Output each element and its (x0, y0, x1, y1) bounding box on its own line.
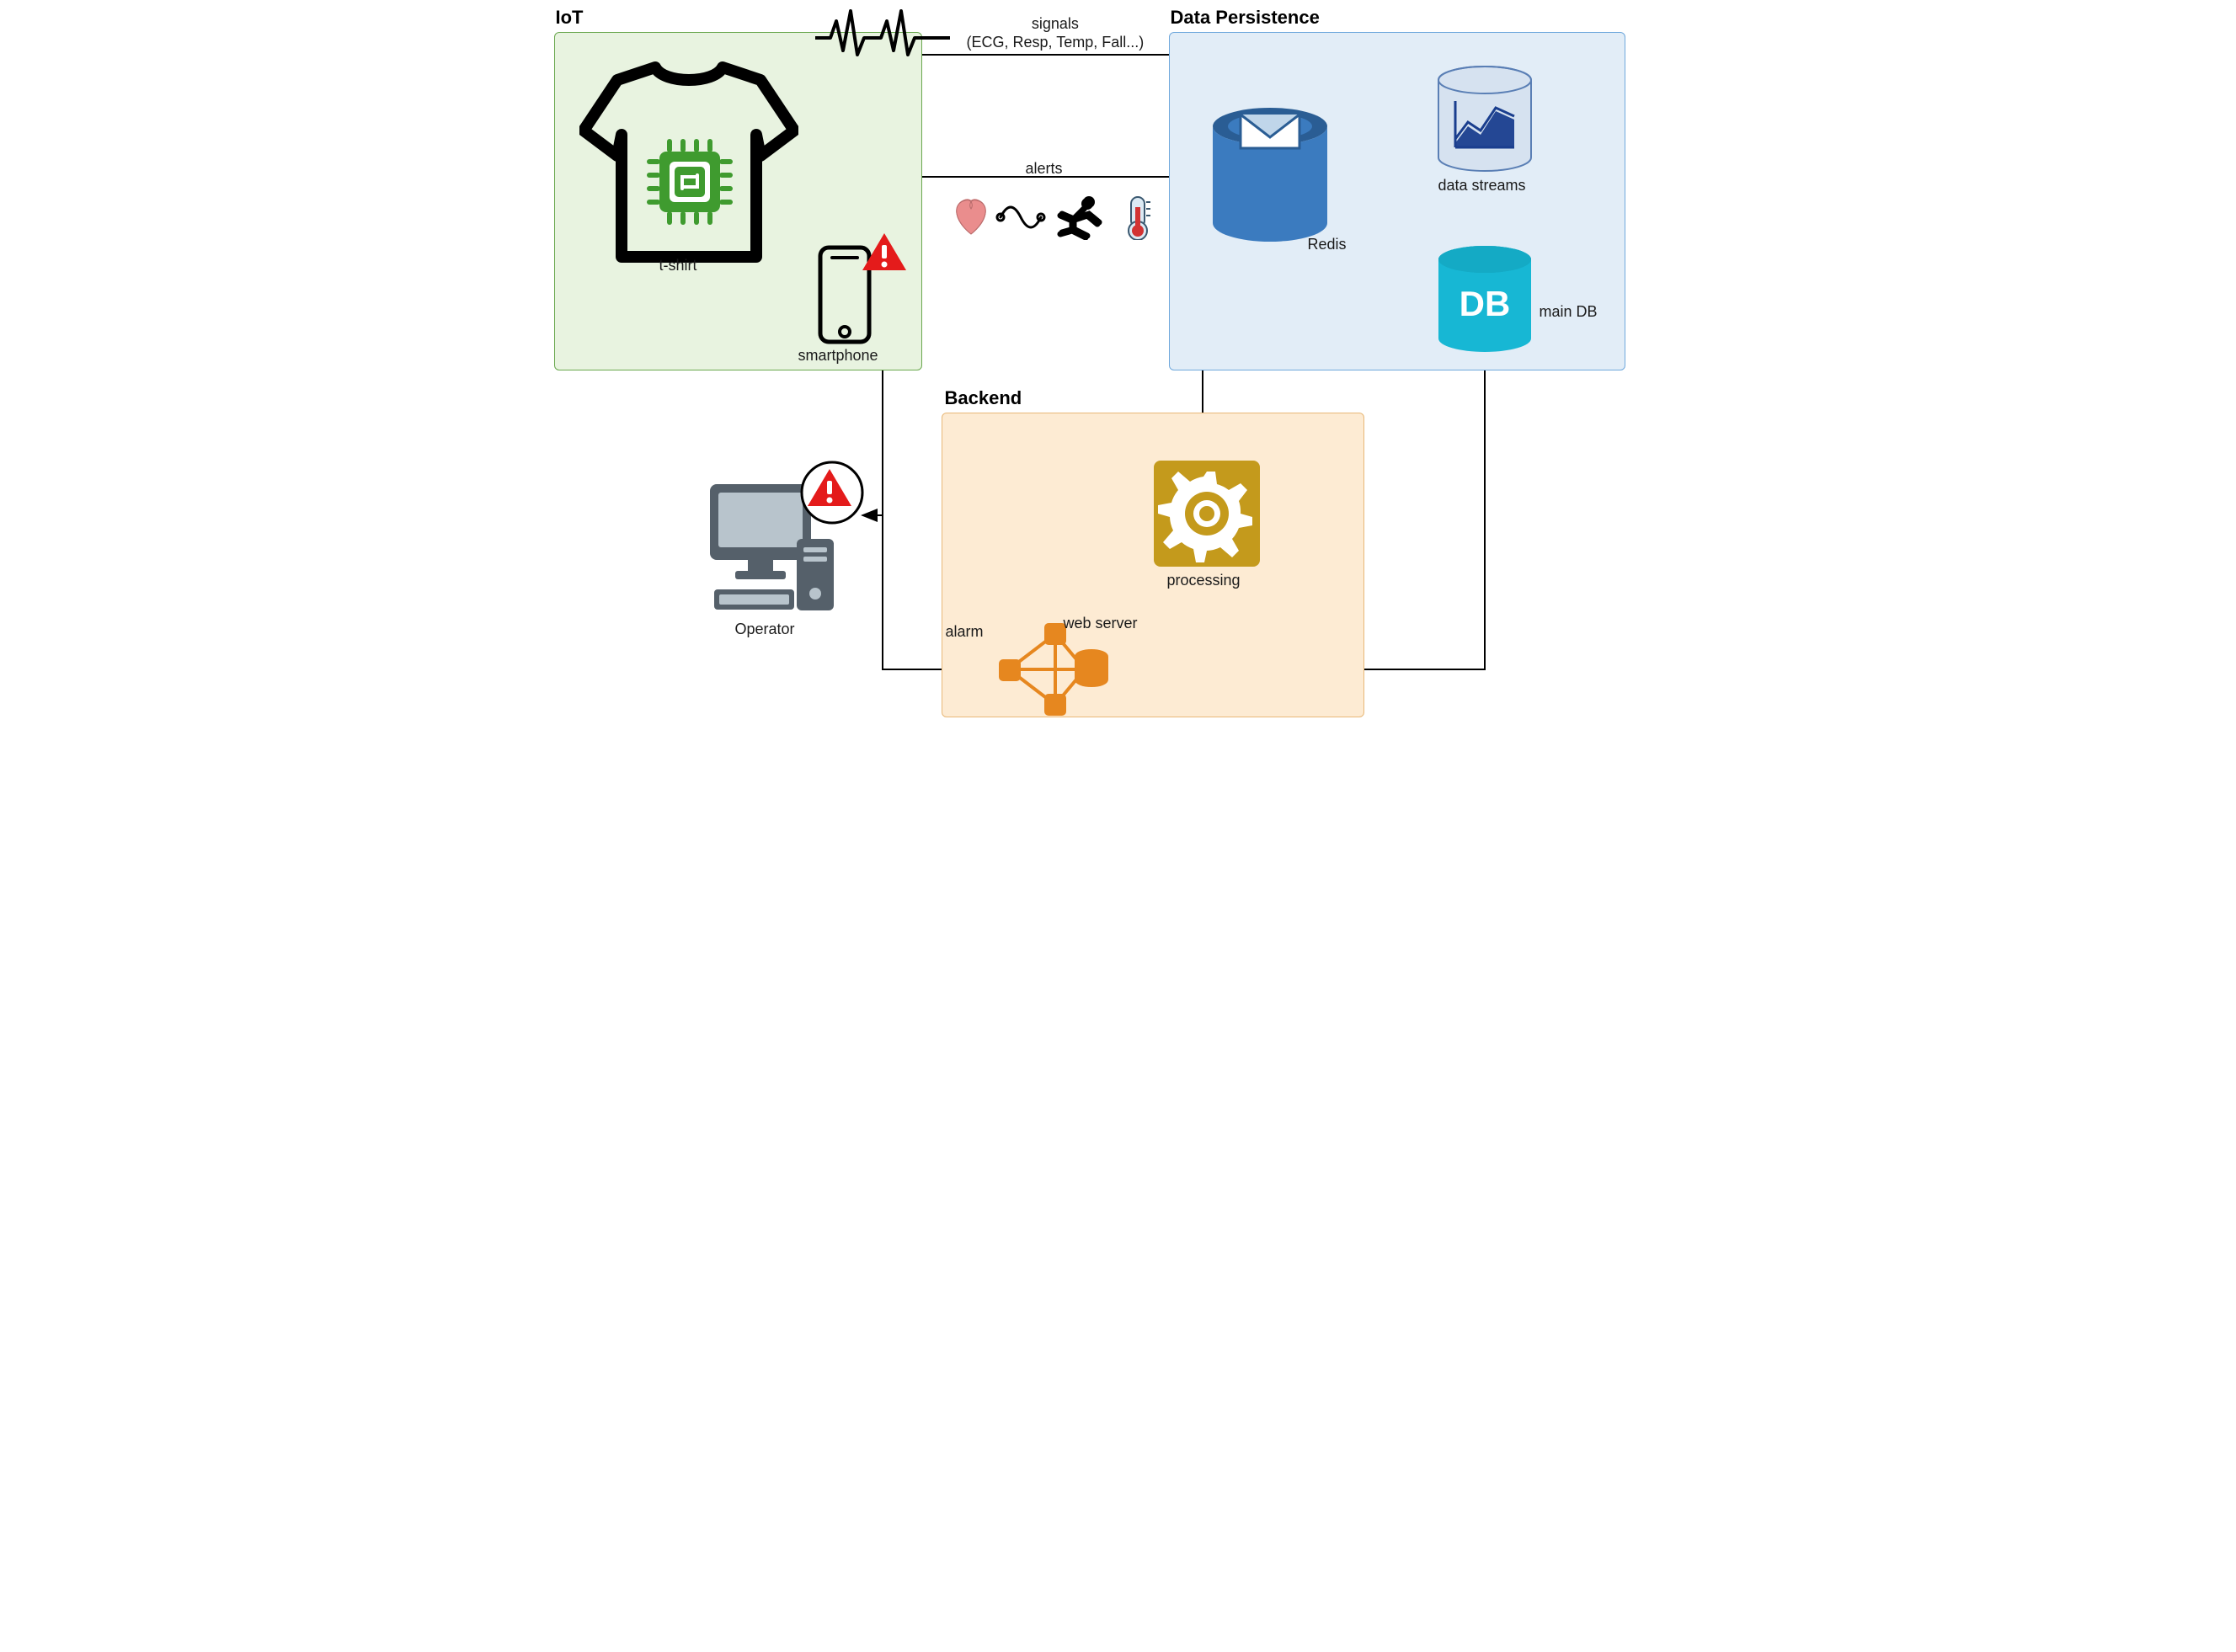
operator-label: Operator (735, 621, 795, 639)
redis-label: Redis (1308, 236, 1347, 254)
zone-data-persistence-title: Data Persistence (1171, 7, 1320, 29)
data-streams-label: data streams (1438, 177, 1526, 195)
smartphone-label: smartphone (798, 347, 878, 365)
processing-icon (1152, 459, 1262, 568)
signals-edge-label: signals (ECG, Resp, Temp, Fall...) (967, 15, 1145, 51)
alert-type-icons (950, 194, 1169, 240)
web-server-label: web server (1064, 615, 1138, 633)
tshirt-label: t-shirt (659, 257, 697, 275)
data-streams-icon (1434, 63, 1535, 173)
alerts-edge-label: alerts (1026, 160, 1063, 179)
zone-iot-title: IoT (556, 7, 584, 29)
svg-text:DB: DB (1459, 284, 1510, 323)
main-db-icon: DB (1434, 244, 1535, 354)
tshirt-icon (579, 55, 790, 274)
alert-operator-icon (807, 467, 853, 509)
alert-smartphone-icon (862, 232, 908, 274)
alarm-label: alarm (946, 623, 984, 642)
zone-backend-title: Backend (945, 387, 1022, 409)
web-server-icon (984, 619, 1127, 720)
diagram-canvas: IoT Data Persistence Backend (529, 0, 1708, 842)
main-db-label: main DB (1540, 303, 1598, 322)
ecg-wave-icon (815, 4, 950, 63)
processing-label: processing (1167, 572, 1241, 590)
redis-icon (1207, 101, 1333, 244)
